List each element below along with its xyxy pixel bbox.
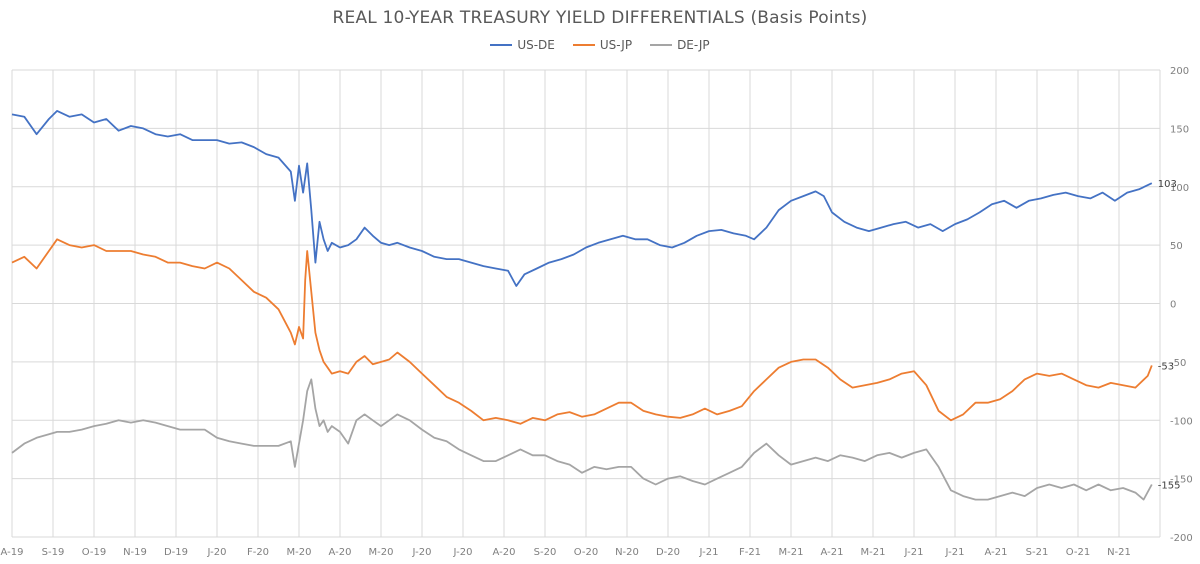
series-line-us-jp bbox=[11, 238, 1153, 425]
end-label-us-de: 103 bbox=[1158, 179, 1177, 190]
y-tick-label: -100 bbox=[1170, 416, 1193, 427]
x-tick-label: F-21 bbox=[739, 547, 761, 558]
legend-swatch-us-jp bbox=[572, 44, 595, 46]
x-tick-label: N-21 bbox=[1107, 547, 1131, 558]
y-tick-label: 0 bbox=[1170, 300, 1176, 311]
x-tick-label: S-21 bbox=[1026, 547, 1049, 558]
x-tick-label: D-20 bbox=[656, 547, 680, 558]
series-line-us-de bbox=[11, 110, 1153, 287]
legend: US-DE US-JP DE-JP bbox=[0, 38, 1200, 52]
x-tick-label: M-21 bbox=[861, 547, 886, 558]
legend-swatch-de-jp bbox=[650, 44, 673, 46]
x-tick-label: N-19 bbox=[123, 547, 147, 558]
y-tick-label: -200 bbox=[1170, 533, 1193, 544]
x-tick-label: N-20 bbox=[615, 547, 639, 558]
x-tick-label: M-21 bbox=[779, 547, 804, 558]
x-tick-label: M-20 bbox=[369, 547, 394, 558]
legend-label-de-jp: DE-JP bbox=[677, 38, 710, 52]
legend-swatch-us-de bbox=[490, 44, 513, 46]
legend-item-us-jp[interactable]: US-JP bbox=[572, 38, 633, 52]
x-tick-label: O-21 bbox=[1066, 547, 1090, 558]
y-tick-label: 150 bbox=[1170, 124, 1189, 135]
x-tick-label: A-21 bbox=[985, 547, 1008, 558]
x-tick-label: J-21 bbox=[904, 547, 924, 558]
x-tick-label: J-20 bbox=[207, 547, 227, 558]
y-tick-label: 200 bbox=[1170, 66, 1189, 77]
y-tick-label: 100 bbox=[1170, 183, 1189, 194]
x-tick-label: J-20 bbox=[412, 547, 432, 558]
x-tick-label: A-21 bbox=[821, 547, 844, 558]
x-tick-label: M-20 bbox=[287, 547, 312, 558]
y-tick-label: -150 bbox=[1170, 475, 1193, 486]
legend-label-us-de: US-DE bbox=[517, 38, 555, 52]
end-label-us-jp: -53 bbox=[1158, 361, 1174, 372]
end-label-de-jp: -155 bbox=[1158, 480, 1181, 491]
legend-item-de-jp[interactable]: DE-JP bbox=[650, 38, 710, 52]
x-tick-label: J-21 bbox=[699, 547, 719, 558]
x-tick-label: D-19 bbox=[164, 547, 188, 558]
series-line-de-jp bbox=[11, 378, 1153, 501]
x-tick-label: S-19 bbox=[42, 547, 65, 558]
x-tick-label: A-19 bbox=[1, 547, 24, 558]
legend-item-us-de[interactable]: US-DE bbox=[490, 38, 555, 52]
x-tick-label: O-20 bbox=[574, 547, 598, 558]
y-tick-label: 50 bbox=[1170, 241, 1183, 252]
x-tick-label: O-19 bbox=[82, 547, 106, 558]
x-tick-label: F-20 bbox=[247, 547, 269, 558]
x-tick-label: A-20 bbox=[493, 547, 516, 558]
x-tick-label: A-20 bbox=[329, 547, 352, 558]
chart-title: REAL 10-YEAR TREASURY YIELD DIFFERENTIAL… bbox=[332, 8, 868, 28]
x-tick-label: J-20 bbox=[453, 547, 473, 558]
x-tick-label: S-20 bbox=[534, 547, 557, 558]
x-tick-label: J-21 bbox=[945, 547, 965, 558]
legend-label-us-jp: US-JP bbox=[599, 38, 633, 52]
y-tick-label: -50 bbox=[1170, 358, 1186, 369]
